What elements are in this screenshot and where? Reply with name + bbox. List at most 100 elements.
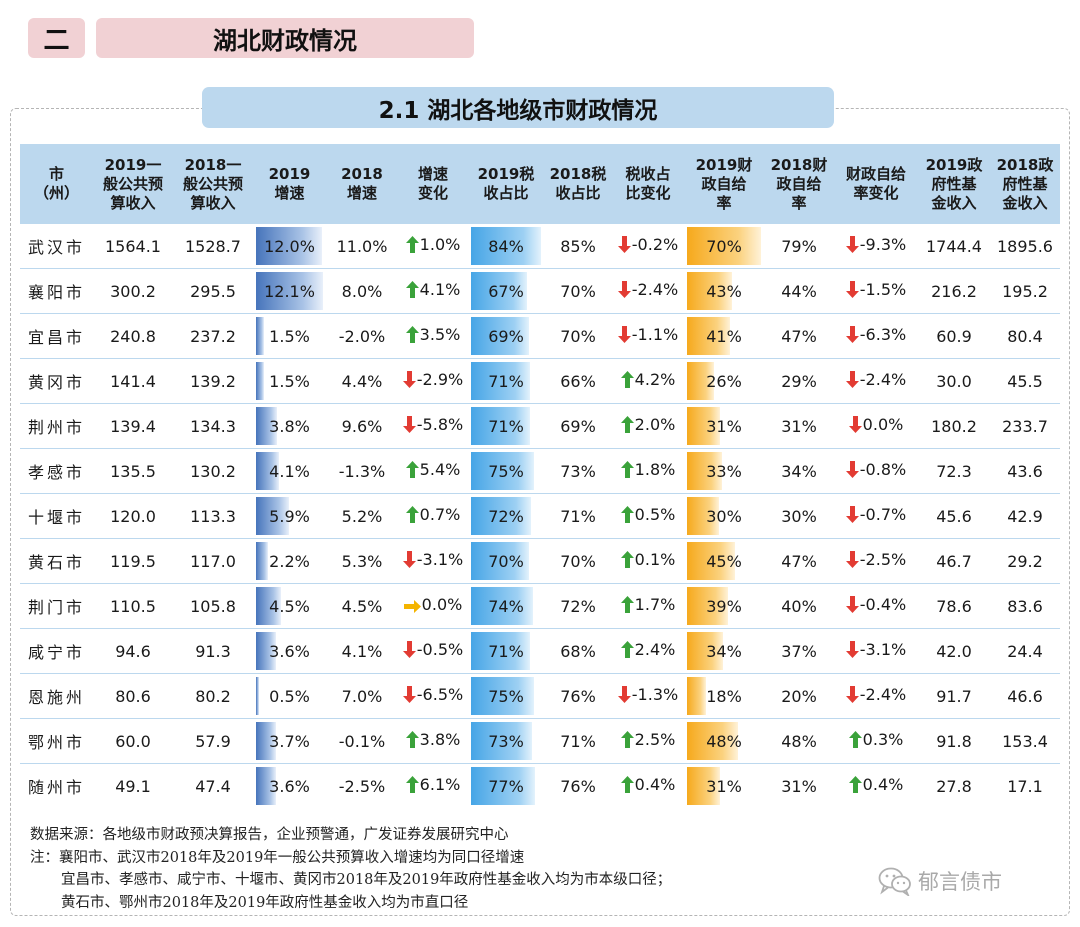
tax-change-value: 0.4% — [634, 775, 676, 794]
fund2019-cell: 60.9 — [918, 313, 990, 359]
self-change-cell: -9.3% — [834, 224, 918, 269]
growth2019-bar — [256, 407, 278, 445]
arrow-right-icon — [403, 598, 421, 617]
tax-change-value: 2.0% — [634, 415, 676, 434]
tax-change-cell: 1.7% — [612, 583, 684, 629]
table-row: 恩施州 80.6 80.2 0.5% 7.0% -6.5% 75% 76% -1.3% 18% 20… — [20, 673, 1060, 719]
growth2019-bar — [256, 452, 279, 490]
self-change-cell: -0.4% — [834, 583, 918, 629]
tax2019-cell: 71% — [468, 403, 544, 449]
arrow-down-icon — [402, 686, 416, 707]
fund2018-cell: 42.9 — [990, 493, 1060, 539]
rev2018-cell: 295.5 — [173, 268, 253, 314]
self2019-cell: 31% — [684, 403, 764, 449]
self-change-cell: 0.0% — [834, 403, 918, 449]
rev2018-cell: 105.8 — [173, 583, 253, 629]
growth2019-cell: 12.0% — [253, 224, 326, 269]
growth2019-bar — [256, 587, 281, 625]
self2019-bar — [687, 677, 707, 715]
tax2019-value: 72% — [488, 506, 524, 526]
self-change-cell: 0.3% — [834, 718, 918, 764]
tax-change-cell: 2.5% — [612, 718, 684, 764]
growth-change-value: 1.0% — [419, 235, 461, 254]
note-line-2: 宜昌市、孝感市、咸宁市、十堰市、黄冈市2018年及2019年政府性基金收入均为市… — [61, 872, 672, 888]
self2019-bar — [687, 407, 720, 445]
fund2018-cell: 1895.6 — [997, 236, 1053, 256]
tax-change-cell: 0.5% — [612, 493, 684, 539]
tax2019-value: 71% — [488, 371, 524, 391]
table-row: 荆州市 139.4 134.3 3.8% 9.6% -5.8% 71% 69% 2.0% 31% 3… — [20, 403, 1060, 449]
city-cell: 十堰市 — [20, 493, 93, 539]
city-cell: 孝感市 — [20, 448, 93, 494]
rev2018-cell: 134.3 — [173, 403, 253, 449]
self2019-cell: 30% — [684, 493, 764, 539]
self2019-cell: 39% — [684, 583, 764, 629]
self-change-value: -9.3% — [859, 235, 907, 254]
self-change-cell: -0.8% — [834, 448, 918, 494]
table-row: 襄阳市 300.2 295.5 12.1% 8.0% 4.1% 67% 70% -2.4% 43%… — [20, 268, 1060, 314]
fund2019-cell: 1744.4 — [926, 236, 982, 256]
growth2019-value: 12.0% — [264, 236, 315, 256]
growth-change-cell: 3.5% — [398, 313, 468, 359]
self-change-cell: -1.5% — [834, 268, 918, 314]
tax2019-value: 67% — [488, 281, 524, 301]
growth2019-bar — [256, 227, 323, 265]
tax2019-cell: 84% — [468, 224, 544, 269]
table-row: 随州市 49.1 47.4 3.6% -2.5% 6.1% 77% 76% 0.4% 31% 31%… — [20, 763, 1060, 808]
tax2019-cell: 74% — [468, 583, 544, 629]
self-change-value: -2.5% — [859, 550, 907, 569]
fund2018-cell: 17.1 — [990, 763, 1060, 808]
fund2019-cell: 42.0 — [918, 628, 990, 674]
tax2019-value: 77% — [488, 776, 524, 796]
self-change-value: -2.4% — [859, 685, 907, 704]
fund2018-cell: 29.2 — [990, 538, 1060, 584]
growth2019-value: 4.5% — [269, 596, 310, 616]
self-change-cell: -2.5% — [834, 538, 918, 584]
arrow-up-icon — [848, 776, 862, 797]
growth2019-bar — [256, 767, 276, 805]
arrow-down-icon — [845, 641, 859, 662]
tax2018-cell: 71% — [544, 718, 612, 764]
note-line-3: 黄石市、鄂州市2018年及2019年政府性基金收入均为市直口径 — [61, 894, 469, 911]
growth2019-value: 3.6% — [269, 641, 310, 661]
growth2019-value: 0.5% — [269, 686, 310, 706]
fund2019-cell: 72.3 — [918, 448, 990, 494]
self-change-cell: 0.4% — [834, 763, 918, 808]
rev2018-cell: 80.2 — [173, 673, 253, 719]
fund2019-cell: 30.0 — [918, 358, 990, 404]
growth2018-cell: 5.2% — [326, 493, 398, 539]
tax-change-cell: 0.1% — [612, 538, 684, 584]
tax-change-cell: -2.4% — [612, 268, 684, 314]
tax2019-bar — [471, 767, 536, 805]
self-change-value: 0.0% — [862, 415, 904, 434]
arrow-up-icon — [620, 641, 634, 662]
self-change-value: -0.8% — [859, 460, 907, 479]
fund2018-cell: 233.7 — [990, 403, 1060, 449]
col-header-growth-change: 增速 变化 — [398, 144, 468, 224]
self-change-value: -0.4% — [859, 595, 907, 614]
growth2019-cell: 1.5% — [253, 358, 326, 404]
self2018-cell: 34% — [764, 448, 834, 494]
table-body: 武汉市 1564.1 1528.7 12.0% 11.0% 1.0% 84% 85% -0.2%… — [20, 224, 1060, 808]
tax2019-value: 73% — [488, 731, 524, 751]
self2019-cell: 41% — [684, 313, 764, 359]
arrow-up-icon — [405, 326, 419, 347]
tax2019-bar — [471, 317, 529, 355]
growth2018-cell: 4.5% — [326, 583, 398, 629]
growth2019-bar — [256, 632, 276, 670]
self2019-cell: 26% — [684, 358, 764, 404]
arrow-down-icon — [845, 281, 859, 302]
growth2019-value: 2.2% — [269, 551, 310, 571]
growth-change-value: -0.5% — [416, 640, 464, 659]
arrow-up-icon — [405, 506, 419, 527]
tax2019-cell: 71% — [468, 628, 544, 674]
self-change-value: 0.3% — [862, 730, 904, 749]
finance-table: 市 （州） 2019一 般公共预 算收入 2018一 般公共预 算收入 2019… — [20, 144, 1060, 808]
arrow-down-icon — [617, 686, 631, 707]
tax2019-cell: 70% — [468, 538, 544, 584]
arrow-up-icon — [405, 281, 419, 302]
arrow-down-icon — [402, 416, 416, 437]
growth-change-cell: 6.1% — [398, 763, 468, 808]
self2019-bar — [687, 587, 729, 625]
tax2019-cell: 75% — [468, 448, 544, 494]
